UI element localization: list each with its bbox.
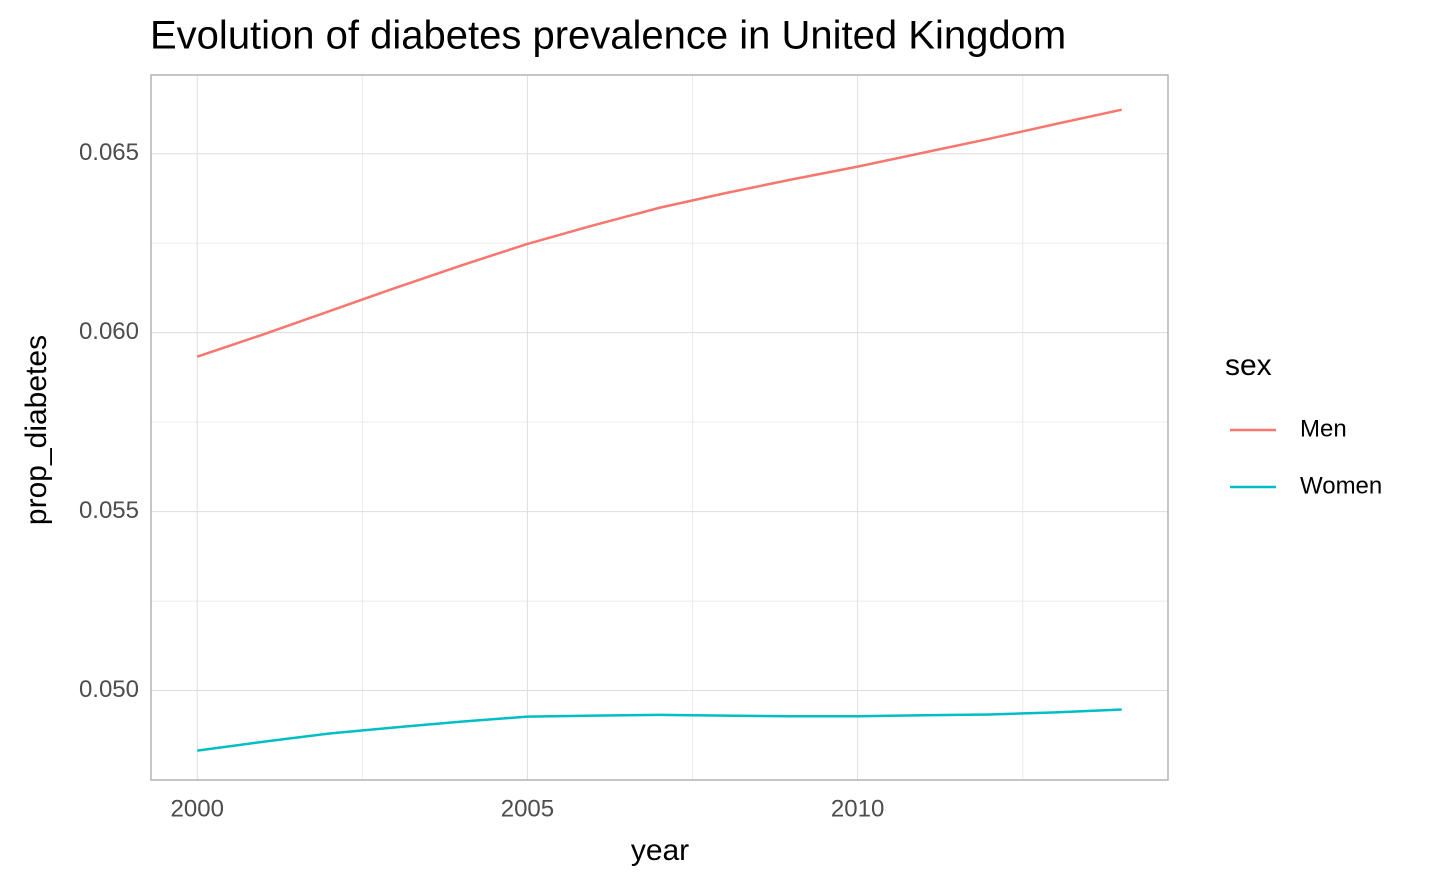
y-tick-label: 0.055 [79,497,139,524]
x-axis-label: year [631,834,689,867]
legend-title: sex [1225,349,1272,382]
x-tick-label: 2005 [501,795,554,822]
y-tick-label: 0.065 [79,139,139,166]
chart-title: Evolution of diabetes prevalence in Unit… [150,14,1066,58]
x-tick-label: 2000 [171,795,224,822]
legend-label: Women [1300,472,1382,499]
x-tick-label: 2010 [831,795,884,822]
legend-label: Men [1300,415,1347,442]
line [196,108,1123,358]
panel-border [150,74,1169,781]
y-tick-label: 0.060 [79,318,139,345]
y-axis-label: prop_diabetes [20,335,53,525]
line [197,708,1122,752]
y-tick-label: 0.050 [79,676,139,703]
